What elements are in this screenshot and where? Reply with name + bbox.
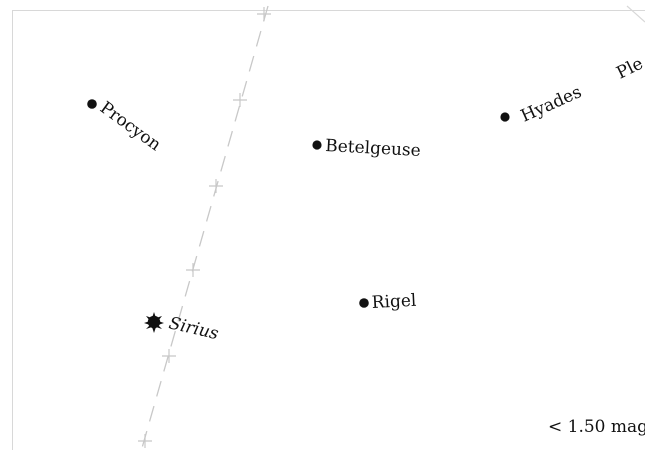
star-sirius[interactable]: Sirius <box>144 312 221 344</box>
star-label-sirius: Sirius <box>167 313 221 344</box>
sky-map-frame <box>12 10 645 450</box>
star-label-procyon: Procyon <box>96 98 165 155</box>
tick-mark <box>186 263 200 277</box>
star-marker <box>87 99 97 109</box>
cluster-pleiades[interactable]: Ple <box>613 54 645 84</box>
cluster-hyades[interactable]: Hyades <box>500 82 585 127</box>
tick-mark <box>257 7 271 21</box>
star-procyon[interactable]: Procyon <box>87 98 165 155</box>
cluster-label-hyades: Hyades <box>518 82 585 126</box>
star-marker <box>312 140 322 150</box>
tick-mark <box>138 434 152 448</box>
tick-mark <box>209 179 223 193</box>
ecliptic-line <box>141 5 269 449</box>
star-marker <box>359 298 369 308</box>
cluster-marker <box>500 112 510 122</box>
cluster-label-pleiades: Ple <box>613 54 645 84</box>
ecliptic-ticks <box>138 7 271 448</box>
star-label-rigel: Rigel <box>371 291 417 313</box>
star-rigel[interactable]: Rigel <box>359 291 417 313</box>
starburst-icon <box>144 312 164 333</box>
magnitude-limit-note: < 1.50 mag <box>548 417 645 437</box>
star-label-betelgeuse: Betelgeuse <box>325 136 421 161</box>
tick-mark <box>233 93 247 107</box>
star-betelgeuse[interactable]: Betelgeuse <box>312 136 421 161</box>
corner-grid-line <box>626 5 645 23</box>
tick-mark <box>162 349 176 363</box>
